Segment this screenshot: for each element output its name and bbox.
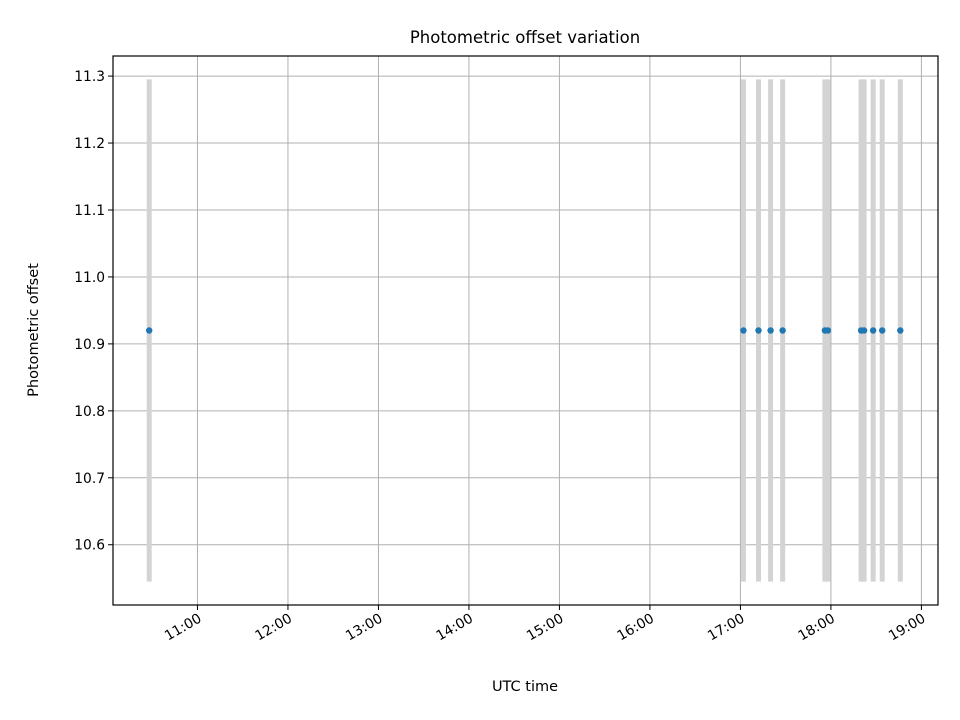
data-point <box>767 327 774 334</box>
data-point <box>145 327 153 334</box>
y-tick-label: 10.8 <box>74 404 105 420</box>
y-tick-label: 10.6 <box>74 538 105 554</box>
data-point <box>869 327 877 334</box>
data-point <box>779 327 786 334</box>
chart-title: Photometric offset variation <box>410 28 640 47</box>
y-axis-label: Photometric offset <box>26 263 42 397</box>
x-axis-label: UTC time <box>492 679 558 695</box>
y-tick-label: 11.1 <box>74 203 105 219</box>
data-point <box>860 327 868 334</box>
y-tick-label: 11.0 <box>74 270 105 286</box>
data-point <box>897 327 904 334</box>
data-point <box>824 327 832 334</box>
y-tick-label: 10.9 <box>74 337 105 353</box>
y-tick-label: 10.7 <box>74 471 105 487</box>
data-points <box>145 327 904 334</box>
y-tick-label: 11.2 <box>74 136 105 152</box>
data-point <box>755 327 762 334</box>
grid <box>113 56 938 605</box>
data-point <box>878 327 886 334</box>
y-tick-label: 11.3 <box>74 69 105 85</box>
data-point <box>740 327 747 334</box>
plot-frame <box>112 55 939 606</box>
